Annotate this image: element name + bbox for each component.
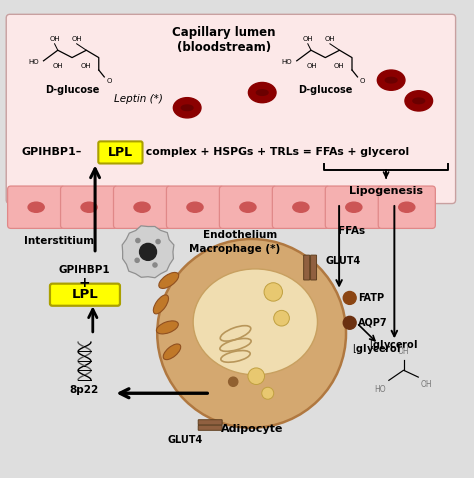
Text: GPIHBP1: GPIHBP1 [59, 265, 110, 275]
Text: OH: OH [325, 36, 335, 42]
Circle shape [228, 377, 238, 386]
Circle shape [343, 316, 356, 329]
FancyBboxPatch shape [219, 186, 276, 228]
FancyBboxPatch shape [8, 186, 64, 228]
Text: 8p22: 8p22 [70, 385, 99, 395]
FancyBboxPatch shape [166, 186, 224, 228]
Circle shape [343, 292, 356, 304]
Text: Adipocyte: Adipocyte [220, 424, 283, 434]
Ellipse shape [163, 344, 181, 359]
Ellipse shape [346, 202, 362, 212]
Text: Capillary lumen
(bloodstream): Capillary lumen (bloodstream) [172, 26, 276, 54]
Ellipse shape [413, 98, 425, 104]
Text: Endothelium: Endothelium [203, 230, 277, 240]
FancyBboxPatch shape [325, 186, 383, 228]
FancyBboxPatch shape [310, 255, 317, 280]
Ellipse shape [187, 202, 203, 212]
Ellipse shape [240, 202, 256, 212]
FancyBboxPatch shape [98, 141, 143, 163]
Text: OH: OH [398, 348, 410, 357]
Text: HO: HO [375, 385, 386, 394]
Ellipse shape [154, 295, 168, 314]
Ellipse shape [377, 70, 405, 90]
Text: HO: HO [282, 59, 292, 65]
Text: OH: OH [421, 380, 432, 390]
Ellipse shape [28, 202, 44, 212]
Text: GPIHBP1–: GPIHBP1– [21, 147, 82, 157]
Circle shape [273, 310, 290, 326]
Text: Leptin (*): Leptin (*) [114, 94, 163, 104]
Ellipse shape [256, 90, 268, 96]
Text: OH: OH [53, 63, 64, 69]
Text: OH: OH [306, 63, 317, 69]
Text: OH: OH [72, 36, 82, 42]
Text: +: + [79, 276, 91, 290]
FancyBboxPatch shape [198, 425, 222, 430]
Ellipse shape [181, 105, 193, 110]
Circle shape [262, 387, 273, 399]
Text: O: O [107, 78, 112, 84]
FancyBboxPatch shape [61, 186, 118, 228]
Text: OH: OH [49, 36, 60, 42]
Ellipse shape [159, 272, 179, 288]
FancyBboxPatch shape [304, 255, 310, 280]
Ellipse shape [173, 98, 201, 118]
Ellipse shape [293, 202, 309, 212]
Text: Interstitium: Interstitium [24, 236, 94, 246]
Circle shape [139, 243, 156, 261]
Text: GLUT4: GLUT4 [325, 256, 361, 266]
Text: O: O [360, 78, 365, 84]
Ellipse shape [156, 321, 178, 334]
Text: HO: HO [28, 59, 39, 65]
Circle shape [153, 263, 157, 267]
Text: OH: OH [81, 63, 91, 69]
Polygon shape [122, 226, 174, 278]
Text: $\lfloor$glycerol: $\lfloor$glycerol [369, 338, 418, 352]
Text: complex + HSPGs + TRLs = FFAs + glycerol: complex + HSPGs + TRLs = FFAs + glycerol [142, 147, 409, 157]
Text: Lipogenesis: Lipogenesis [349, 185, 423, 196]
Circle shape [136, 239, 140, 243]
Ellipse shape [385, 77, 397, 83]
Text: D-glucose: D-glucose [45, 85, 99, 95]
Ellipse shape [405, 91, 433, 111]
Circle shape [156, 239, 160, 244]
Text: $\lfloor$glycerol: $\lfloor$glycerol [352, 342, 401, 356]
FancyBboxPatch shape [113, 186, 171, 228]
Ellipse shape [134, 202, 150, 212]
Ellipse shape [399, 202, 415, 212]
FancyBboxPatch shape [378, 186, 435, 228]
Text: D-glucose: D-glucose [298, 85, 353, 95]
Ellipse shape [81, 202, 97, 212]
FancyBboxPatch shape [50, 283, 120, 306]
Text: LPL: LPL [108, 146, 133, 159]
FancyBboxPatch shape [6, 14, 456, 204]
Ellipse shape [193, 269, 318, 375]
Text: GLUT4: GLUT4 [167, 435, 202, 445]
Text: FFAs: FFAs [338, 226, 365, 236]
Text: OH: OH [302, 36, 313, 42]
Ellipse shape [157, 239, 346, 428]
FancyBboxPatch shape [273, 186, 329, 228]
Text: FATP: FATP [358, 293, 384, 303]
Text: OH: OH [334, 63, 345, 69]
FancyBboxPatch shape [198, 420, 222, 425]
Circle shape [248, 368, 264, 384]
Ellipse shape [248, 82, 276, 103]
Circle shape [264, 283, 283, 301]
Circle shape [135, 258, 139, 262]
Text: Macrophage (*): Macrophage (*) [190, 244, 281, 254]
Text: LPL: LPL [72, 288, 98, 301]
Text: AQP7: AQP7 [358, 318, 388, 328]
